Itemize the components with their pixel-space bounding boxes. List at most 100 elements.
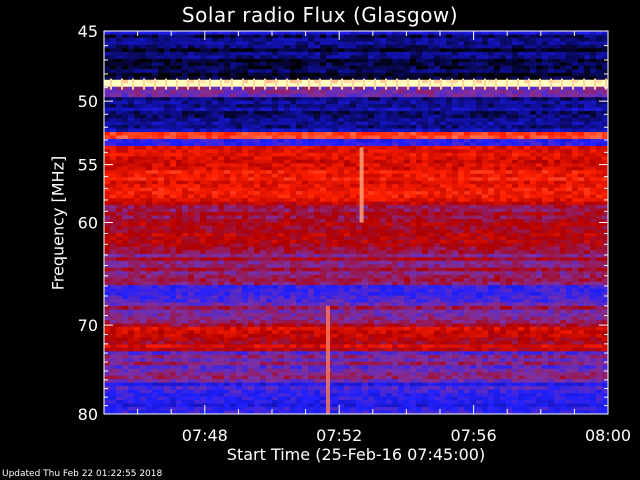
heatmap-cell [386, 149, 393, 154]
heatmap-cell [320, 194, 327, 199]
heatmap-cell [464, 215, 471, 220]
heatmap-cell [338, 187, 345, 192]
heatmap-cell [524, 194, 531, 199]
heatmap-cell [530, 76, 537, 81]
heatmap-cell [230, 97, 237, 102]
heatmap-cell [356, 225, 363, 230]
heatmap-cell [146, 118, 153, 122]
heatmap-cell [524, 44, 531, 49]
heatmap-cell [224, 187, 231, 192]
heatmap-cell [356, 79, 363, 84]
heatmap-cell [530, 72, 537, 77]
heatmap-cell [542, 79, 549, 84]
heatmap-cell [332, 225, 339, 230]
heatmap-cell [440, 159, 447, 164]
heatmap-cell [242, 222, 249, 227]
heatmap-cell [188, 170, 195, 175]
heatmap-cell [458, 93, 465, 98]
heatmap-cell [176, 114, 183, 119]
heatmap-cell [110, 107, 117, 112]
heatmap-cell [110, 37, 117, 42]
heatmap-cell [416, 219, 423, 223]
heatmap-cell [194, 198, 201, 203]
heatmap-cell [584, 65, 591, 70]
heatmap-cell [452, 48, 459, 53]
heatmap-cell [224, 159, 231, 164]
heatmap-cell [374, 111, 381, 115]
heatmap-cell [356, 149, 363, 154]
heatmap-cell [236, 173, 243, 178]
heatmap-cell [488, 41, 495, 46]
heatmap-cell [278, 205, 285, 209]
heatmap-cell [242, 145, 249, 150]
heatmap-cell [554, 222, 561, 227]
heatmap-cell [248, 100, 255, 105]
heatmap-cell [194, 97, 201, 102]
heatmap-cell [590, 219, 597, 223]
heatmap-cell [356, 166, 363, 171]
heatmap-cell [152, 97, 159, 102]
heatmap-cell [506, 215, 513, 220]
heatmap-cell [338, 149, 345, 154]
heatmap-cell [458, 170, 465, 175]
heatmap-cell [374, 156, 381, 161]
heatmap-cell [278, 198, 285, 203]
heatmap-cell [512, 219, 519, 223]
heatmap-cell [146, 208, 153, 213]
heatmap-cell [248, 90, 255, 95]
heatmap-cell [332, 72, 339, 77]
heatmap-cell [158, 83, 165, 88]
heatmap-cell [596, 232, 603, 237]
heatmap-cell [278, 191, 285, 196]
heatmap-cell [458, 48, 465, 53]
heatmap-cell [494, 170, 501, 175]
heatmap-cell [182, 51, 189, 56]
heatmap-cell [482, 34, 489, 39]
heatmap-cell [350, 198, 357, 203]
heatmap-cell [332, 145, 339, 150]
heatmap-cell [326, 229, 333, 234]
heatmap-cell [206, 212, 213, 216]
heatmap-cell [368, 114, 375, 119]
heatmap-cell [278, 48, 285, 53]
heatmap-cell [404, 212, 411, 216]
heatmap-cell [356, 114, 363, 119]
heatmap-cell [218, 208, 225, 213]
heatmap-cell [566, 135, 573, 140]
heatmap-cell [302, 163, 309, 168]
heatmap-cell [488, 194, 495, 199]
heatmap-cell [152, 212, 159, 216]
heatmap-cell [308, 180, 315, 185]
heatmap-cell [290, 69, 297, 74]
heatmap-cell [332, 201, 339, 206]
heatmap-cell [578, 198, 585, 203]
heatmap-cell [332, 121, 339, 126]
heatmap-cell [332, 152, 339, 157]
heatmap-cell [194, 125, 201, 129]
heatmap-cell [206, 62, 213, 67]
heatmap-cell [578, 34, 585, 39]
heatmap-cell [344, 145, 351, 150]
heatmap-cell [416, 152, 423, 157]
heatmap-cell [584, 163, 591, 168]
heatmap-cell [206, 41, 213, 46]
heatmap-cell [584, 232, 591, 237]
heatmap-cell [308, 191, 315, 196]
heatmap-cell [182, 76, 189, 81]
heatmap-cell [260, 41, 267, 46]
heatmap-cell [110, 72, 117, 77]
heatmap-cell [554, 208, 561, 213]
heatmap-cell [524, 93, 531, 98]
heatmap-cell [200, 44, 207, 49]
heatmap-cell [596, 138, 603, 143]
heatmap-cell [188, 76, 195, 81]
heatmap-cell [476, 194, 483, 199]
heatmap-cell [320, 31, 327, 35]
heatmap-cell [530, 128, 537, 133]
heatmap-cell [434, 198, 441, 203]
heatmap-cell [224, 100, 231, 105]
heatmap-cell [122, 93, 129, 98]
heatmap-cell [572, 212, 579, 216]
heatmap-cell [242, 180, 249, 185]
heatmap-cell [398, 187, 405, 192]
